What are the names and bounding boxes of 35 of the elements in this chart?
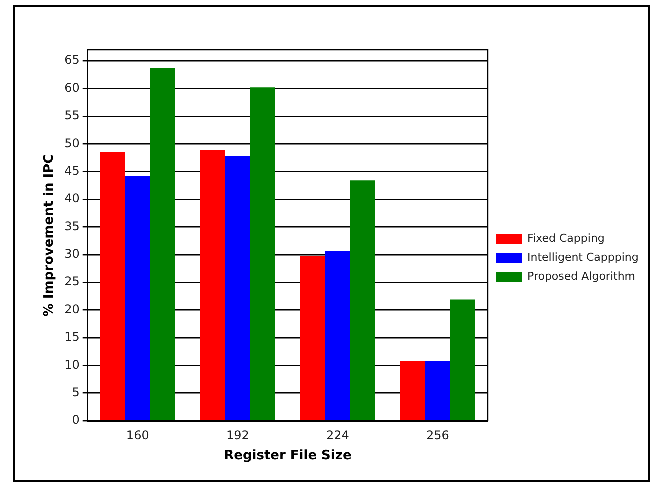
y-axis-title: % Improvement in IPC	[42, 154, 58, 317]
x-tick-label: 160	[126, 428, 150, 442]
bar	[350, 180, 376, 420]
legend-label: Fixed Capping	[528, 232, 605, 245]
y-tick-label: 15	[64, 330, 80, 344]
y-tick-label: 60	[64, 80, 80, 95]
bar	[300, 256, 326, 420]
x-axis-title: Register File Size	[224, 448, 352, 464]
y-tick-label: 40	[64, 192, 80, 206]
bar	[225, 156, 250, 420]
y-tick-label: 0	[72, 413, 80, 428]
y-tick-label: 65	[64, 53, 80, 68]
legend-label: Intelligent Cappping	[528, 250, 639, 264]
y-tick-label: 5	[72, 385, 80, 400]
x-tick-label: 256	[426, 428, 450, 442]
bar	[250, 88, 276, 420]
bar	[150, 68, 176, 420]
y-tick-label: 30	[64, 247, 80, 262]
bar	[425, 361, 450, 420]
bar	[200, 150, 226, 420]
y-tick-label: 35	[64, 219, 80, 234]
bar	[325, 251, 350, 420]
x-tick-label: 224	[326, 428, 350, 442]
y-tick-label: 25	[64, 274, 80, 289]
y-tick-label: 55	[64, 108, 80, 123]
y-tick-label: 20	[64, 302, 80, 316]
y-tick-label: 45	[64, 164, 80, 178]
y-tick-label: 50	[64, 136, 80, 150]
bar	[450, 300, 476, 420]
x-tick-label: 192	[226, 428, 250, 442]
bar	[400, 361, 426, 420]
bar	[100, 152, 126, 420]
bar	[125, 176, 150, 420]
legend-label: Proposed Algorithm	[528, 270, 636, 283]
y-tick-label: 10	[64, 358, 80, 372]
